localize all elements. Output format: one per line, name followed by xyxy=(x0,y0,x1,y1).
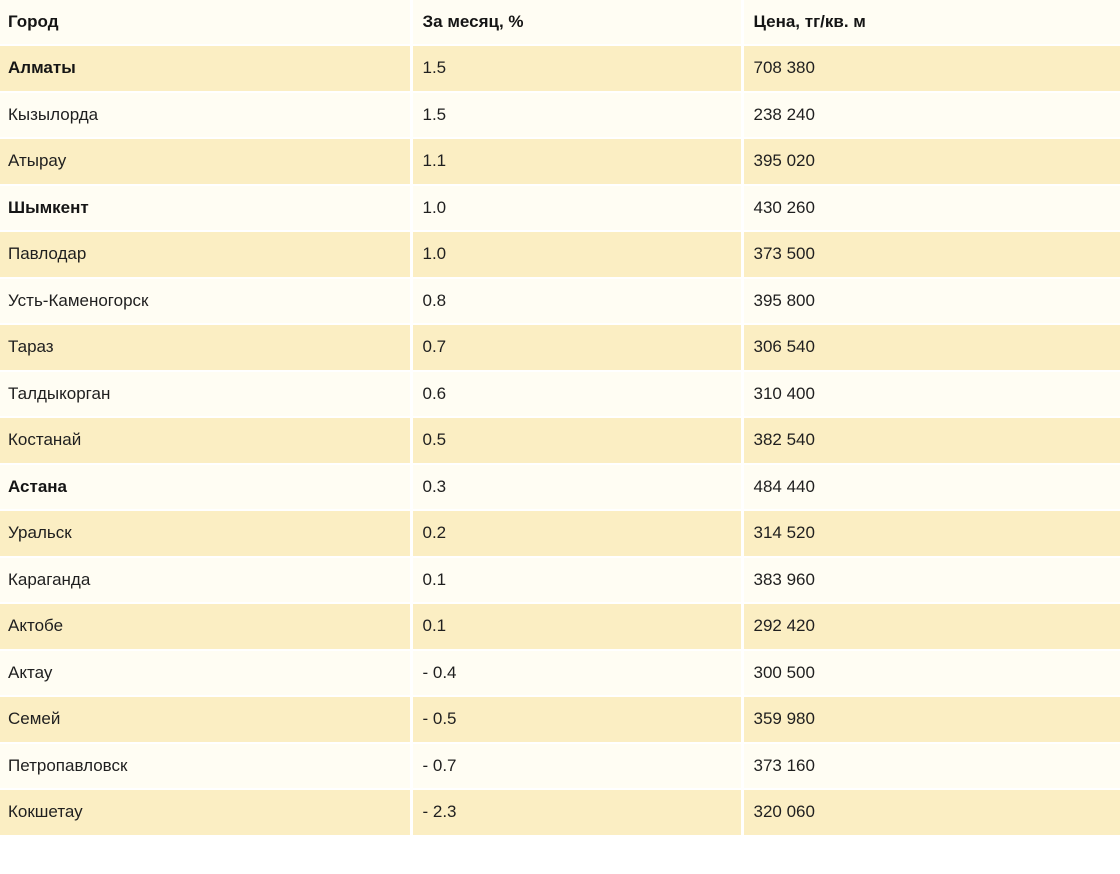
table-row: Кызылорда 1.5 238 240 xyxy=(0,91,1120,139)
table-body: Алматы 1.5 708 380 Кызылорда 1.5 238 240… xyxy=(0,45,1120,837)
monthly-change-cell: 0.3 xyxy=(411,463,744,511)
price-cell: 310 400 xyxy=(742,370,1120,418)
city-cell: Талдыкорган xyxy=(0,370,413,418)
table-row: Усть-Каменогорск 0.8 395 800 xyxy=(0,277,1120,325)
city-cell: Тараз xyxy=(0,324,413,372)
price-cell: 292 420 xyxy=(742,603,1120,651)
city-price-table: Город За месяц, % Цена, тг/кв. м Алматы … xyxy=(0,0,1120,837)
monthly-change-cell: - 2.3 xyxy=(411,789,744,837)
price-cell: 395 800 xyxy=(742,277,1120,325)
monthly-change-cell: 0.6 xyxy=(411,370,744,418)
city-cell: Шымкент xyxy=(0,184,413,232)
price-cell: 373 500 xyxy=(742,231,1120,279)
monthly-change-cell: 0.2 xyxy=(411,510,744,558)
column-header-monthly-change: За месяц, % xyxy=(411,0,744,46)
city-cell: Павлодар xyxy=(0,231,413,279)
city-cell: Актау xyxy=(0,649,413,697)
city-cell: Алматы xyxy=(0,45,413,93)
price-cell: 383 960 xyxy=(742,556,1120,604)
table-row: Талдыкорган 0.6 310 400 xyxy=(0,370,1120,418)
price-cell: 708 380 xyxy=(742,45,1120,93)
price-cell: 306 540 xyxy=(742,324,1120,372)
city-cell: Семей xyxy=(0,696,413,744)
monthly-change-cell: 1.0 xyxy=(411,184,744,232)
column-header-price: Цена, тг/кв. м xyxy=(742,0,1120,46)
column-header-city: Город xyxy=(0,0,413,46)
table-row: Тараз 0.7 306 540 xyxy=(0,324,1120,372)
monthly-change-cell: 1.5 xyxy=(411,91,744,139)
city-cell: Караганда xyxy=(0,556,413,604)
price-cell: 238 240 xyxy=(742,91,1120,139)
table-row: Астана 0.3 484 440 xyxy=(0,463,1120,511)
city-cell: Усть-Каменогорск xyxy=(0,277,413,325)
price-cell: 320 060 xyxy=(742,789,1120,837)
monthly-change-cell: 0.1 xyxy=(411,603,744,651)
monthly-change-cell: - 0.4 xyxy=(411,649,744,697)
table-row: Актобе 0.1 292 420 xyxy=(0,603,1120,651)
price-cell: 373 160 xyxy=(742,742,1120,790)
monthly-change-cell: 1.0 xyxy=(411,231,744,279)
monthly-change-cell: 0.8 xyxy=(411,277,744,325)
monthly-change-cell: 1.5 xyxy=(411,45,744,93)
table-row: Шымкент 1.0 430 260 xyxy=(0,184,1120,232)
price-cell: 395 020 xyxy=(742,138,1120,186)
monthly-change-cell: 0.5 xyxy=(411,417,744,465)
monthly-change-cell: - 0.5 xyxy=(411,696,744,744)
monthly-change-cell: 1.1 xyxy=(411,138,744,186)
price-cell: 314 520 xyxy=(742,510,1120,558)
city-cell: Уральск xyxy=(0,510,413,558)
city-cell: Костанай xyxy=(0,417,413,465)
city-cell: Петропавловск xyxy=(0,742,413,790)
price-cell: 484 440 xyxy=(742,463,1120,511)
table-row: Актау - 0.4 300 500 xyxy=(0,649,1120,697)
table-row: Атырау 1.1 395 020 xyxy=(0,138,1120,186)
table-row: Павлодар 1.0 373 500 xyxy=(0,231,1120,279)
price-cell: 382 540 xyxy=(742,417,1120,465)
table-row: Кокшетау - 2.3 320 060 xyxy=(0,789,1120,837)
monthly-change-cell: 0.7 xyxy=(411,324,744,372)
table-row: Алматы 1.5 708 380 xyxy=(0,45,1120,93)
table-row: Уральск 0.2 314 520 xyxy=(0,510,1120,558)
city-cell: Актобе xyxy=(0,603,413,651)
table-row: Караганда 0.1 383 960 xyxy=(0,556,1120,604)
monthly-change-cell: - 0.7 xyxy=(411,742,744,790)
city-cell: Астана xyxy=(0,463,413,511)
price-cell: 430 260 xyxy=(742,184,1120,232)
header-row: Город За месяц, % Цена, тг/кв. м xyxy=(0,0,1120,46)
city-cell: Атырау xyxy=(0,138,413,186)
table-row: Петропавловск - 0.7 373 160 xyxy=(0,742,1120,790)
city-cell: Кызылорда xyxy=(0,91,413,139)
city-cell: Кокшетау xyxy=(0,789,413,837)
monthly-change-cell: 0.1 xyxy=(411,556,744,604)
table-row: Семей - 0.5 359 980 xyxy=(0,696,1120,744)
price-cell: 300 500 xyxy=(742,649,1120,697)
table-row: Костанай 0.5 382 540 xyxy=(0,417,1120,465)
price-cell: 359 980 xyxy=(742,696,1120,744)
